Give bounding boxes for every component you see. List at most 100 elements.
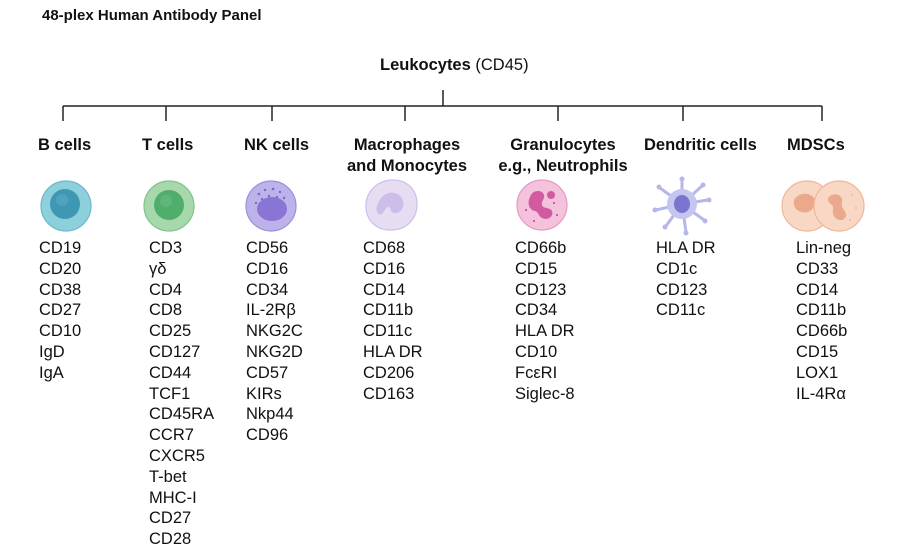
marker-item: CD15 [796,342,839,361]
column-nk-cells: NK cells [244,135,309,156]
marker-item: IgA [39,363,64,382]
marker-item: Nkp44 [246,405,294,424]
t-cells-marker-list: CD3 γδ CD4 CD8 CD25 CD127 CD44 TCF1 CD45… [149,238,214,550]
marker-item: CD16 [363,259,406,278]
header-line: NK cells [244,136,310,154]
marker-item: CD123 [656,280,708,299]
marker-item: LOX1 [796,363,839,382]
marker-item: CD68 [363,239,406,257]
nk-cells-marker-list: CD56 CD16 CD34 IL-2Rβ NKG2C NKG2D CD57 K… [246,238,303,446]
marker-item: MHC-I [149,488,197,507]
column-t-cells: T cells [142,135,193,156]
header-line: T cells [142,136,194,154]
header-line: e.g., Neutrophils [498,157,628,175]
marker-item: CD38 [39,280,82,299]
mdsc-icon [781,180,865,232]
column-header: MDSCs [787,135,845,156]
marker-item: CD56 [246,239,289,257]
column-header: B cells [38,135,91,156]
marker-item: FcεRI [515,363,558,382]
marker-item: CD4 [149,280,183,299]
dendritic-cells-marker-list: HLA DR CD1c CD123 CD11c [656,238,716,321]
nk-cell-icon [245,180,297,232]
macrophage-icon [365,179,418,231]
marker-item: CXCR5 [149,446,205,465]
column-macrophages-monocytes: Macrophages and Monocytes [344,135,470,177]
marker-item: CD163 [363,384,415,403]
root-node-name: Leukocytes [380,56,471,74]
column-header: Dendritic cells [644,135,757,156]
marker-item: NKG2D [246,342,303,361]
marker-item: T-bet [149,467,187,486]
marker-item: KIRs [246,384,282,403]
b-cells-marker-list: CD19 CD20 CD38 CD27 CD10 IgD IgA [39,238,81,384]
b-cell-icon [40,180,92,232]
marker-item: HLA DR [656,239,716,257]
mdscs-marker-list: Lin-neg CD33 CD14 CD11b CD66b CD15 LOX1 … [796,238,851,404]
column-header: NK cells [244,135,309,156]
neutrophil-icon [516,179,568,231]
marker-item: CD27 [39,301,82,320]
marker-item: CD19 [39,239,82,257]
marker-item: NKG2C [246,322,303,341]
t-cell-icon [143,180,195,232]
marker-item: IgD [39,342,65,361]
marker-item: CD96 [246,426,289,445]
marker-item: CD3 [149,239,183,257]
root-node-marker: (CD45) [475,56,529,74]
root-node-label: Leukocytes (CD45) [380,56,529,75]
marker-item: CCR7 [149,426,194,445]
marker-item: TCF1 [149,384,191,403]
marker-item: CD34 [515,301,558,320]
dendritic-cell-icon [652,176,712,236]
marker-item: CD8 [149,301,183,320]
column-granulocytes: Granulocytes e.g., Neutrophils [494,135,632,177]
marker-item: CD1c [656,259,698,278]
header-line: Dendritic cells [644,136,757,154]
marker-item: CD206 [363,363,415,382]
marker-item: CD44 [149,363,192,382]
column-b-cells: B cells [38,135,91,156]
column-header: Granulocytes e.g., Neutrophils [494,135,632,177]
header-line: Macrophages [353,136,461,154]
marker-item: IL-4Rα [796,384,846,403]
marker-item: HLA DR [515,322,575,341]
header-line: and Monocytes [346,157,468,175]
macrophages-marker-list: CD68 CD16 CD14 CD11b CD11c HLA DR CD206 … [363,238,423,404]
marker-item: CD11b [796,301,847,320]
header-line: Granulocytes [510,136,616,154]
column-header: Macrophages and Monocytes [344,135,470,177]
header-line: B cells [38,136,92,154]
marker-item: CD10 [515,342,558,361]
marker-item: CD123 [515,280,567,299]
marker-item: CD27 [149,509,192,528]
column-dendritic-cells: Dendritic cells [644,135,757,156]
marker-item: CD66b [515,239,567,257]
marker-item: CD34 [246,280,289,299]
marker-item: CD66b [796,322,848,341]
marker-item: HLA DR [363,342,423,361]
column-header: T cells [142,135,193,156]
marker-item: CD127 [149,342,201,361]
marker-item: CD25 [149,322,192,341]
marker-item: γδ [149,259,167,278]
marker-item: CD20 [39,259,82,278]
marker-item: CD14 [363,280,406,299]
marker-item: CD28 [149,530,192,549]
marker-item: Lin-neg [796,239,852,257]
granulocytes-marker-list: CD66b CD15 CD123 CD34 HLA DR CD10 FcεRI … [515,238,575,404]
marker-item: IL-2Rβ [246,301,296,320]
panel-title: 48-plex Human Antibody Panel [42,7,262,24]
column-mdscs: MDSCs [787,135,845,156]
marker-item: CD14 [796,280,839,299]
marker-item: CD10 [39,322,82,341]
header-line: MDSCs [787,136,845,154]
marker-item: CD57 [246,363,289,382]
marker-item: CD45RA [149,405,215,424]
marker-item: CD11b [363,301,414,320]
marker-item: Siglec-8 [515,384,575,403]
marker-item: CD16 [246,259,289,278]
marker-item: CD15 [515,259,558,278]
marker-item: CD11c [656,301,706,320]
